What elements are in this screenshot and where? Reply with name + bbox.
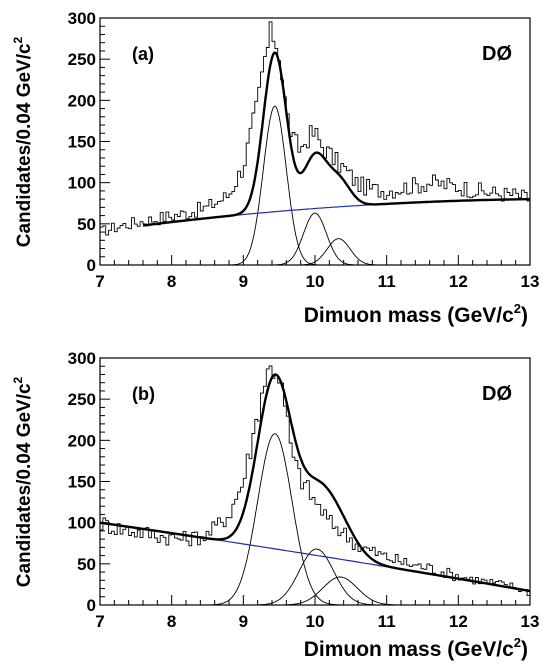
x-tick-label: 8 [167, 612, 176, 631]
y-tick-label: 100 [68, 174, 96, 193]
y-axis-label: Candidates/0.04 GeV/c2 [11, 376, 35, 587]
x-tick-label: 10 [306, 272, 325, 291]
y-axis-label: Candidates/0.04 GeV/c2 [11, 36, 35, 247]
x-tick-label: 10 [306, 612, 325, 631]
y-tick-label: 100 [68, 514, 96, 533]
y-tick-label: 250 [68, 390, 96, 409]
x-tick-label: 11 [378, 272, 396, 291]
x-tick-label: 7 [95, 612, 104, 631]
panel-label: (a) [132, 44, 154, 64]
x-tick-label: 8 [167, 272, 176, 291]
y-tick-label: 200 [68, 91, 96, 110]
total-fit-curve [99, 373, 531, 593]
peak-curve-2 [230, 548, 403, 606]
x-axis-label: Dimuon mass (GeV/c2) [304, 301, 528, 327]
y-tick-label: 50 [77, 215, 96, 234]
data-histogram [100, 21, 530, 236]
plot-frame [99, 17, 531, 266]
x-tick-label: 13 [521, 612, 540, 631]
x-tick-label: 12 [449, 272, 468, 291]
experiment-label: DØ [482, 43, 512, 65]
y-tick-label: 250 [68, 50, 96, 69]
y-tick-label: 50 [77, 555, 96, 574]
panel-label: (b) [132, 384, 155, 404]
x-tick-label: 9 [239, 612, 248, 631]
peak-curve-2 [257, 212, 373, 266]
x-tick-label: 13 [521, 272, 540, 291]
y-tick-label: 150 [68, 473, 96, 492]
total-fit-curve [142, 51, 530, 227]
x-tick-label: 9 [239, 272, 248, 291]
y-tick-label: 0 [87, 596, 96, 615]
chart-panel-b: 7 8 9 10 11 12 13 0 50 100 150 200 250 300 (b) DØ Dimuon… [11, 349, 539, 661]
peak-curve-3 [254, 576, 427, 606]
y-tick-label: 0 [87, 256, 96, 275]
x-tick-label: 12 [449, 612, 468, 631]
background-curve [142, 198, 531, 227]
x-tick-label: 7 [95, 272, 104, 291]
y-tick-label: 300 [68, 9, 96, 28]
y-tick-label: 300 [68, 349, 96, 368]
chart-panel-a: 7 8 9 10 11 12 13 0 50 100 150 200 250 300 (a) DØ Dimuon… [11, 9, 539, 327]
peak-curve-1 [188, 433, 361, 606]
x-tick-label: 11 [378, 612, 396, 631]
y-tick-label: 200 [68, 431, 96, 450]
x-axis-label: Dimuon mass (GeV/c2) [304, 635, 528, 661]
y-tick-label: 150 [68, 133, 96, 152]
data-histogram [100, 365, 530, 597]
peak-curve-3 [281, 238, 396, 266]
plot-frame [99, 357, 531, 606]
experiment-label: DØ [482, 383, 512, 405]
peak-curve-1 [217, 105, 333, 266]
